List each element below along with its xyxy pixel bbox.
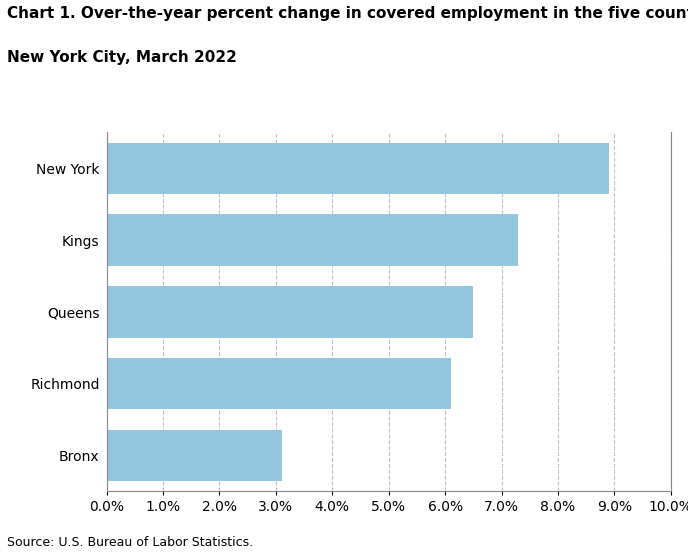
Text: Chart 1. Over-the-year percent change in covered employment in the five counties: Chart 1. Over-the-year percent change in… (7, 6, 688, 20)
Bar (107, 214, 519, 266)
Bar (107, 142, 609, 194)
Bar (107, 358, 451, 410)
Bar (107, 429, 281, 481)
Text: Source: U.S. Bureau of Labor Statistics.: Source: U.S. Bureau of Labor Statistics. (7, 536, 253, 549)
Text: New York City, March 2022: New York City, March 2022 (7, 50, 237, 65)
Bar (107, 286, 473, 338)
